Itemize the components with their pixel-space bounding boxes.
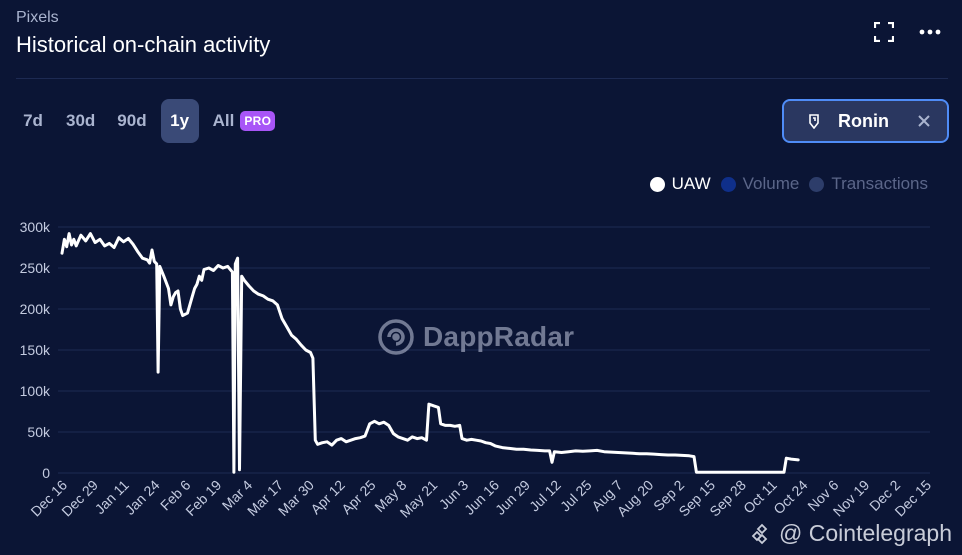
page-title: Historical on-chain activity [16,32,271,57]
range-all-label: All [212,111,235,130]
source-credit: @ Cointelegraph [751,520,952,547]
pro-badge: PRO [240,111,276,131]
chain-filter-label: Ronin [838,110,889,131]
y-tick-label: 0 [42,465,50,481]
legend-label-transactions: Transactions [831,174,928,193]
watermark-text: DappRadar [423,321,575,352]
y-tick-label: 150k [20,342,51,358]
y-tick-label: 250k [20,260,51,276]
legend-label-volume: Volume [742,174,800,193]
credit-text: @ Cointelegraph [779,520,952,546]
range-7d-button[interactable]: 7d [23,111,43,130]
legend-dot-uaw [649,176,665,192]
range-1y-button[interactable]: 1y [160,99,199,143]
x-tick-label: Apr 12 [307,477,348,518]
chart-legend: UAW Volume Transactions [649,174,928,194]
dappradar-logo-icon [378,319,414,355]
x-tick-label: Jun 29 [492,477,533,518]
close-icon[interactable] [915,112,933,130]
expand-icon[interactable] [872,20,896,44]
legend-dot-transactions [809,176,825,192]
legend-item-uaw[interactable]: UAW [649,174,711,194]
uaw-series-line [60,232,800,474]
chain-filter-chip[interactable]: Ronin [782,99,949,143]
y-tick-label: 200k [20,301,51,317]
range-30d-button[interactable]: 30d [66,111,96,130]
y-tick-label: 100k [20,383,51,399]
range-all-button[interactable]: All PRO [205,99,284,143]
y-tick-label: 300k [20,219,51,235]
x-tick-label: Jan 24 [122,477,163,518]
y-tick-label: 50k [27,424,51,440]
legend-item-volume[interactable]: Volume [720,174,800,194]
app-name: Pixels [16,9,59,26]
dappradar-watermark: DappRadar [377,318,574,356]
x-tick-label: Jul 12 [526,477,564,515]
x-tick-label: Apr 25 [338,477,379,518]
more-horizontal-icon[interactable] [918,20,942,44]
legend-label-uaw: UAW [671,174,711,193]
x-tick-label: Jul 25 [557,477,595,515]
header-divider [16,78,948,79]
legend-item-transactions[interactable]: Transactions [809,174,928,194]
x-tick-label: Oct 24 [770,477,811,518]
time-range-selector: 7d 30d 90d 1y All PRO [14,99,283,143]
ronin-icon [808,113,822,129]
range-90d-button[interactable]: 90d [117,111,147,130]
legend-dot-volume [720,176,736,192]
x-tick-label: Feb 19 [182,477,224,519]
x-tick-label: Mar 30 [275,477,317,519]
cointelegraph-logo-icon [751,523,768,544]
